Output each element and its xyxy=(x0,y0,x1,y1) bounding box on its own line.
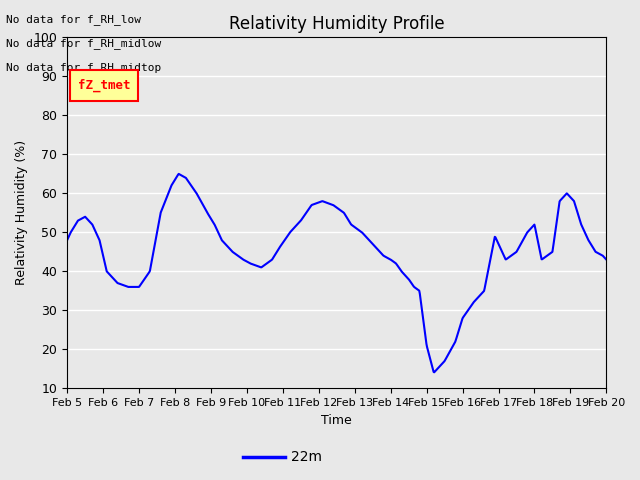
Text: No data for f_RH_midtop: No data for f_RH_midtop xyxy=(6,62,162,73)
Text: No data for f_RH_midlow: No data for f_RH_midlow xyxy=(6,38,162,49)
Text: 22m: 22m xyxy=(291,450,322,464)
Y-axis label: Relativity Humidity (%): Relativity Humidity (%) xyxy=(15,140,28,286)
Title: Relativity Humidity Profile: Relativity Humidity Profile xyxy=(229,15,445,33)
Text: No data for f_RH_low: No data for f_RH_low xyxy=(6,14,141,25)
Text: fZ_tmet: fZ_tmet xyxy=(78,79,131,92)
X-axis label: Time: Time xyxy=(321,414,352,427)
